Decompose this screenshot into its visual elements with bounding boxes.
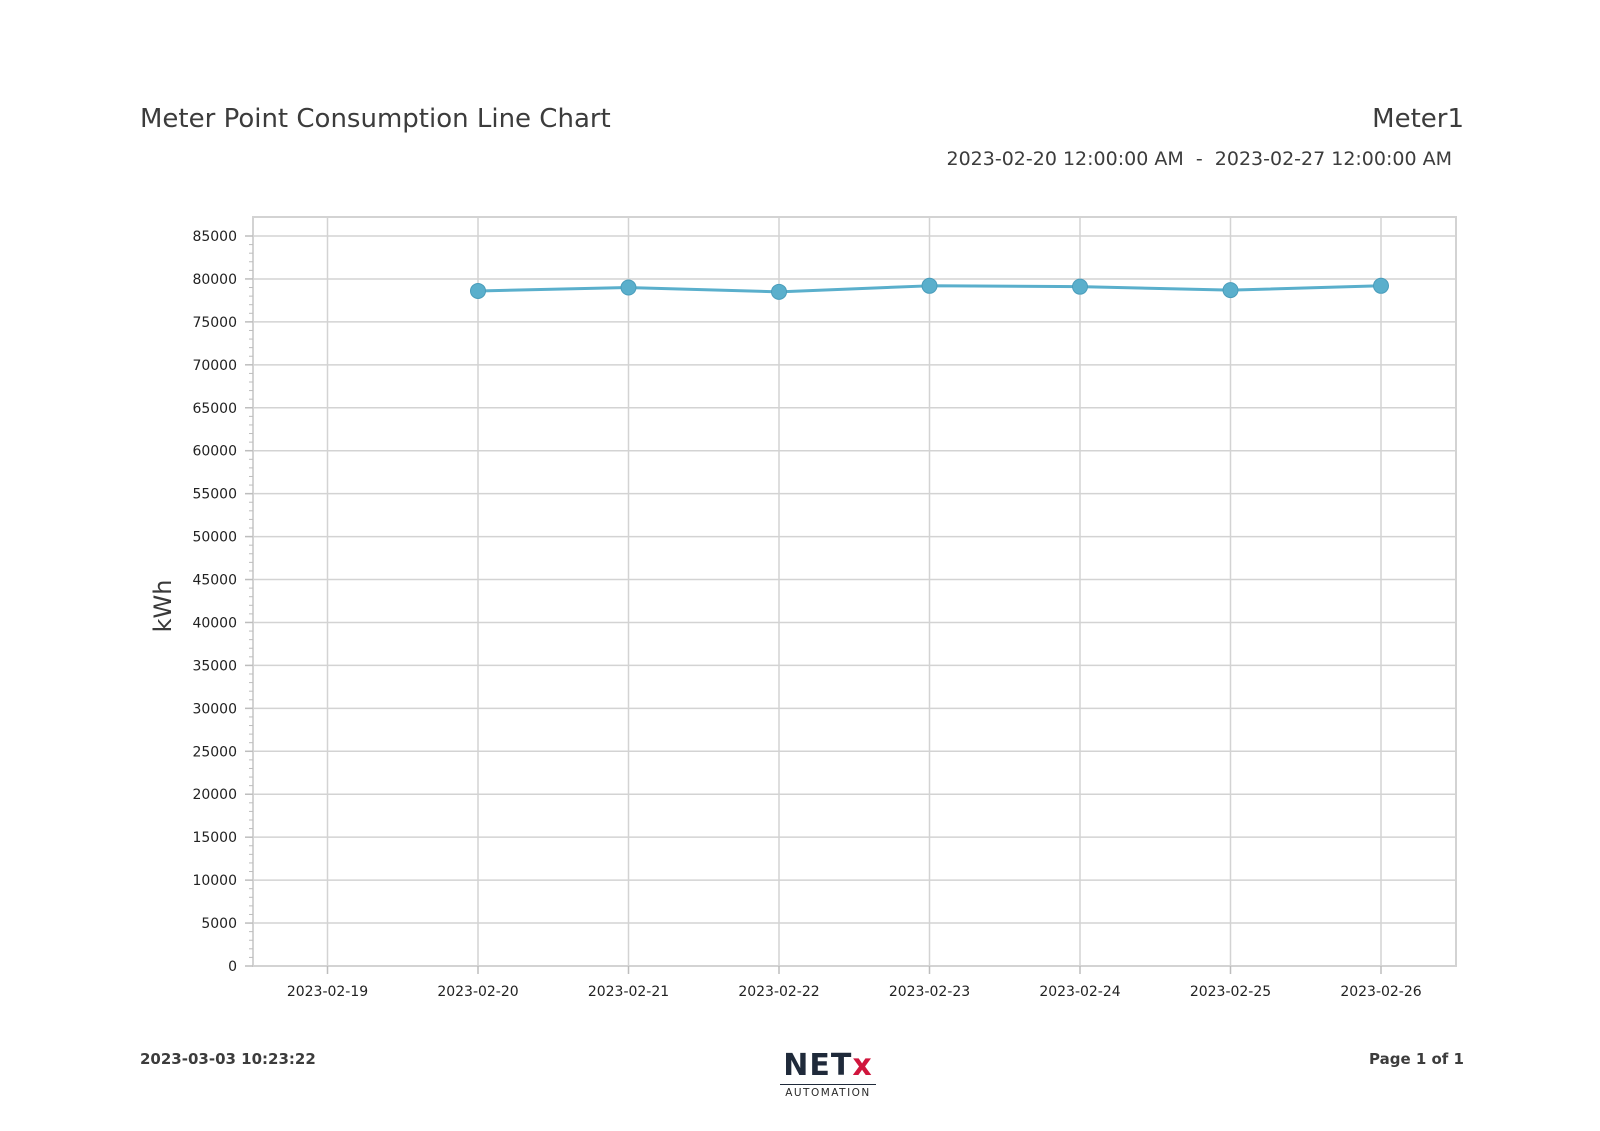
netx-logo: NETx AUTOMATION <box>780 1050 876 1099</box>
range-separator: - <box>1195 148 1203 170</box>
data-point <box>470 282 486 299</box>
logo-main-text: NET <box>783 1048 853 1083</box>
logo-subtitle: AUTOMATION <box>780 1084 876 1099</box>
x-tick-label: 2023-02-20 <box>437 984 518 1000</box>
x-tick-label: 2023-02-25 <box>1190 984 1271 1000</box>
page-title: Meter Point Consumption Line Chart <box>140 104 611 134</box>
y-tick-label: 85000 <box>192 229 237 245</box>
logo-accent-text: x <box>852 1048 873 1083</box>
x-tick-label: 2023-02-24 <box>1039 984 1120 1000</box>
page-number: Page 1 of 1 <box>1369 1050 1464 1068</box>
y-tick-label: 75000 <box>192 315 237 331</box>
y-tick-label: 30000 <box>192 701 237 717</box>
plot-frame <box>252 216 1457 967</box>
meter-name: Meter1 <box>1372 104 1464 134</box>
y-tick-label: 45000 <box>192 573 237 589</box>
report-timestamp: 2023-03-03 10:23:22 <box>140 1050 316 1068</box>
data-point <box>1222 282 1239 299</box>
x-tick-label: 2023-02-19 <box>287 984 368 1000</box>
data-point <box>1373 277 1389 294</box>
y-tick-label: 0 <box>228 959 237 975</box>
y-tick-label: 20000 <box>192 787 237 803</box>
data-point <box>1072 278 1088 295</box>
data-point <box>921 277 938 294</box>
date-range: 2023-02-20 12:00:00 AM - 2023-02-27 12:0… <box>946 148 1452 170</box>
y-tick-label: 25000 <box>192 744 237 760</box>
y-tick-label: 10000 <box>192 873 237 889</box>
x-tick-label: 2023-02-26 <box>1340 984 1421 1000</box>
y-tick-label: 40000 <box>192 615 237 631</box>
y-tick-label: 5000 <box>201 916 237 932</box>
y-tick-label: 80000 <box>192 272 237 288</box>
x-tick-label: 2023-02-22 <box>738 984 819 1000</box>
x-tick-label: 2023-02-23 <box>889 984 970 1000</box>
range-start: 2023-02-20 12:00:00 AM <box>946 148 1184 170</box>
y-tick-label: 15000 <box>192 830 237 846</box>
y-tick-label: 55000 <box>192 487 237 503</box>
y-tick-label: 70000 <box>192 358 237 374</box>
data-point <box>620 279 637 296</box>
y-tick-label: 35000 <box>192 658 237 674</box>
y-tick-label: 65000 <box>192 401 237 417</box>
range-end: 2023-02-27 12:00:00 AM <box>1214 148 1452 170</box>
logo-wordmark: NETx <box>780 1050 876 1082</box>
y-tick-label: 50000 <box>192 530 237 546</box>
data-point <box>771 283 787 300</box>
y-tick-label: 60000 <box>192 444 237 460</box>
y-axis-label: kWh <box>149 580 177 633</box>
x-tick-label: 2023-02-21 <box>588 984 669 1000</box>
